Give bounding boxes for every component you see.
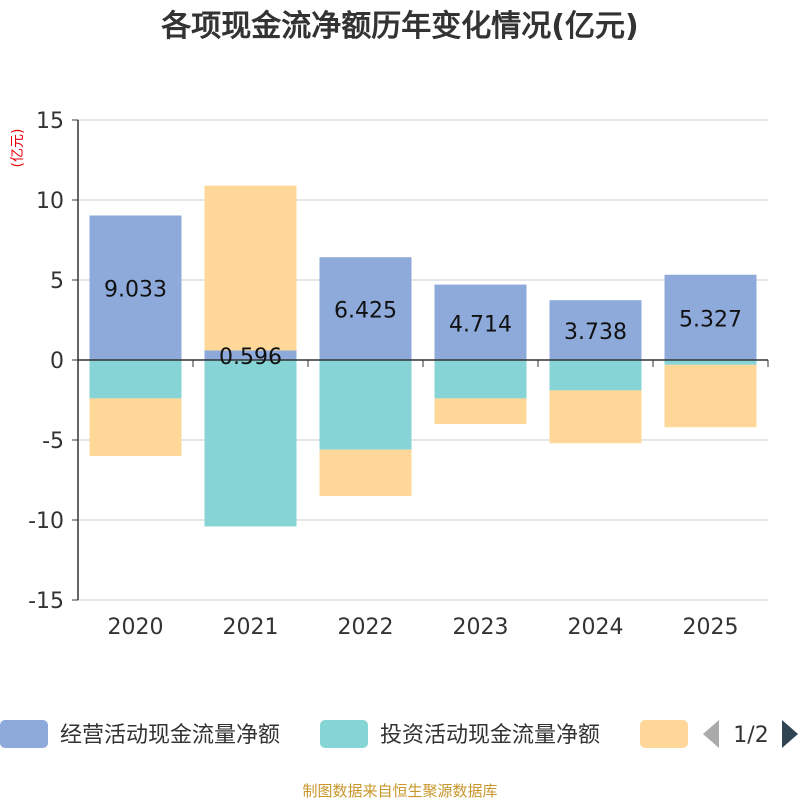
bar-1-2021	[204, 350, 297, 360]
y-tick-label: 5	[50, 269, 64, 294]
bar-1-2024	[549, 300, 642, 360]
bar-2-2025	[664, 360, 757, 365]
legend-page-indicator: 1/2	[733, 723, 768, 748]
chart-title: 各项现金流净额历年变化情况(亿元)	[160, 9, 638, 44]
axes	[77, 120, 769, 600]
bar-3-2022	[319, 449, 412, 496]
data-label: 0.596	[219, 345, 282, 370]
legend-item-3[interactable]	[640, 720, 688, 748]
y-tick-label: -15	[28, 589, 64, 614]
y-tick-labels: 15 10 5 0 -5 -10 -15	[28, 109, 64, 614]
x-tick-label: 2020	[108, 615, 164, 640]
y-axis-label: (亿元)	[10, 129, 26, 168]
x-tick-label: 2022	[338, 615, 394, 640]
bar-2-2024	[549, 360, 642, 391]
bar-1-2022	[319, 257, 412, 360]
y-tick-label: 15	[36, 109, 64, 134]
data-label: 6.425	[334, 299, 397, 324]
bar-3-2024	[549, 390, 642, 444]
legend-swatch	[320, 720, 368, 748]
x-tick-label: 2024	[568, 615, 624, 640]
bar-1-2025	[664, 274, 757, 360]
bar-3-2020	[89, 398, 182, 456]
bar-2-2023	[434, 360, 527, 399]
y-tick-label: -10	[28, 509, 64, 534]
legend: 经营活动现金流量净额 投资活动现金流量净额 1/2	[0, 720, 798, 748]
bar-2-2020	[89, 360, 182, 399]
grid-lines	[72, 119, 768, 601]
y-tick-label: -5	[42, 429, 64, 454]
data-label: 5.327	[679, 307, 742, 332]
bar-1-2020	[89, 215, 182, 360]
y-tick-label: 10	[36, 189, 64, 214]
x-tick-labels: 2020 2021 2022 2023 2024 2025	[108, 615, 739, 640]
data-label: 9.033	[104, 278, 167, 303]
bar-3-2025	[664, 364, 757, 428]
data-label: 3.738	[564, 320, 627, 345]
legend-label: 经营活动现金流量净额	[60, 723, 280, 748]
x-tick-label: 2023	[453, 615, 509, 640]
legend-swatch	[640, 720, 688, 748]
legend-swatch	[0, 720, 48, 748]
bars	[89, 185, 757, 527]
source-text: 制图数据来自恒生聚源数据库	[302, 782, 497, 800]
bar-3-2021	[204, 185, 297, 351]
legend-item-2[interactable]: 投资活动现金流量净额	[320, 720, 600, 748]
x-tick-label: 2025	[683, 615, 739, 640]
bar-2-2022	[319, 360, 412, 450]
bar-3-2023	[434, 398, 527, 424]
legend-item-1[interactable]: 经营活动现金流量净额	[0, 720, 280, 748]
bar-1-2023	[434, 284, 527, 360]
bar-2-2021	[204, 360, 297, 527]
x-tick-label: 2021	[223, 615, 279, 640]
legend-prev-icon[interactable]	[703, 720, 719, 748]
y-tick-label: 0	[50, 349, 64, 374]
data-labels: 9.033 0.596 6.425 4.714 3.738 5.327	[104, 278, 742, 370]
data-label: 4.714	[449, 312, 512, 337]
legend-label: 投资活动现金流量净额	[380, 723, 600, 748]
legend-next-icon[interactable]	[782, 720, 798, 748]
